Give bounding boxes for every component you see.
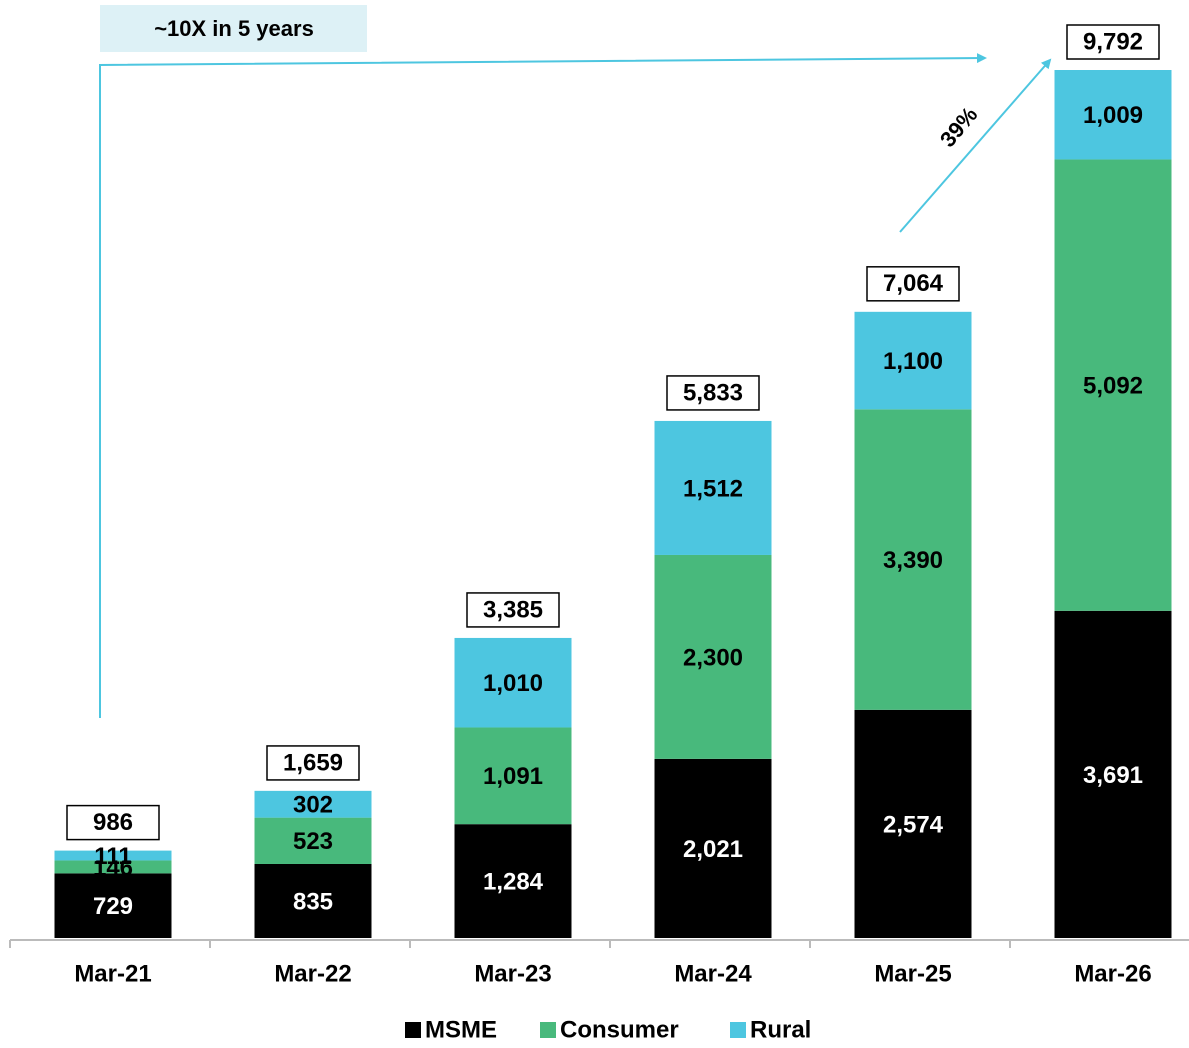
x-tick-label: Mar-26 <box>1074 960 1151 987</box>
bar-segment <box>254 863 372 938</box>
total-box <box>666 375 760 411</box>
bar-segment <box>1054 70 1172 160</box>
data-label: 1,100 <box>883 348 943 375</box>
annotation-box <box>100 5 367 52</box>
bar-segment <box>454 824 572 938</box>
x-tick-label: Mar-24 <box>674 960 752 987</box>
legend-label: Consumer <box>560 1016 679 1043</box>
bar-segment <box>54 850 172 861</box>
data-label: 1,009 <box>1083 102 1143 129</box>
bar-segment <box>854 409 972 710</box>
cagr-arrow <box>899 58 1052 233</box>
total-box <box>266 745 360 781</box>
bar-segment <box>254 790 372 818</box>
legend-label: MSME <box>425 1016 497 1043</box>
total-box <box>1066 24 1160 60</box>
bar-segment <box>654 554 772 759</box>
total-label: 3,385 <box>483 596 543 623</box>
x-tick-label: Mar-23 <box>474 960 551 987</box>
legend-swatch <box>540 1022 556 1038</box>
bar-segment <box>1054 159 1172 611</box>
bar-segment <box>1054 610 1172 938</box>
data-label: 835 <box>293 888 333 915</box>
bar-segment <box>854 709 972 938</box>
data-label: 523 <box>293 828 333 855</box>
bar-segment <box>54 873 172 938</box>
data-label: 3,390 <box>883 547 943 574</box>
data-label: 1,512 <box>683 475 743 502</box>
total-box <box>66 804 160 841</box>
bar-segment <box>454 637 572 728</box>
total-label: 986 <box>93 809 133 836</box>
total-label: 9,792 <box>1083 28 1143 55</box>
x-tick-label: Mar-22 <box>274 960 351 987</box>
bar-segment <box>654 758 772 938</box>
legend-label: Rural <box>750 1016 811 1043</box>
total-box <box>466 592 560 628</box>
annotation: ~10X in 5 years <box>154 16 314 41</box>
bar-segment <box>854 311 972 410</box>
data-label: 2,021 <box>683 836 743 863</box>
data-label: 1,091 <box>483 763 543 790</box>
data-label: 2,574 <box>883 811 944 838</box>
data-label: 5,092 <box>1083 372 1143 399</box>
data-label: 2,300 <box>683 644 743 671</box>
x-tick-label: Mar-21 <box>74 960 151 987</box>
total-label: 1,659 <box>283 749 343 776</box>
total-label: 5,833 <box>683 379 743 406</box>
bar-segment <box>254 817 372 864</box>
data-label: 1,284 <box>483 868 544 895</box>
bar-segment <box>654 420 772 555</box>
data-label: 1,010 <box>483 670 543 697</box>
growth-arrow <box>99 53 987 718</box>
data-label: 3,691 <box>1083 762 1143 789</box>
total-label: 7,064 <box>883 270 944 297</box>
bar-segment <box>54 860 172 874</box>
bar-segment <box>454 727 572 825</box>
data-label: 729 <box>93 893 133 920</box>
x-tick-label: Mar-25 <box>874 960 951 987</box>
legend-swatch <box>730 1022 746 1038</box>
legend-swatch <box>405 1022 421 1038</box>
total-box <box>866 266 960 302</box>
data-label: 111 <box>94 843 131 870</box>
data-label: 302 <box>293 792 333 819</box>
